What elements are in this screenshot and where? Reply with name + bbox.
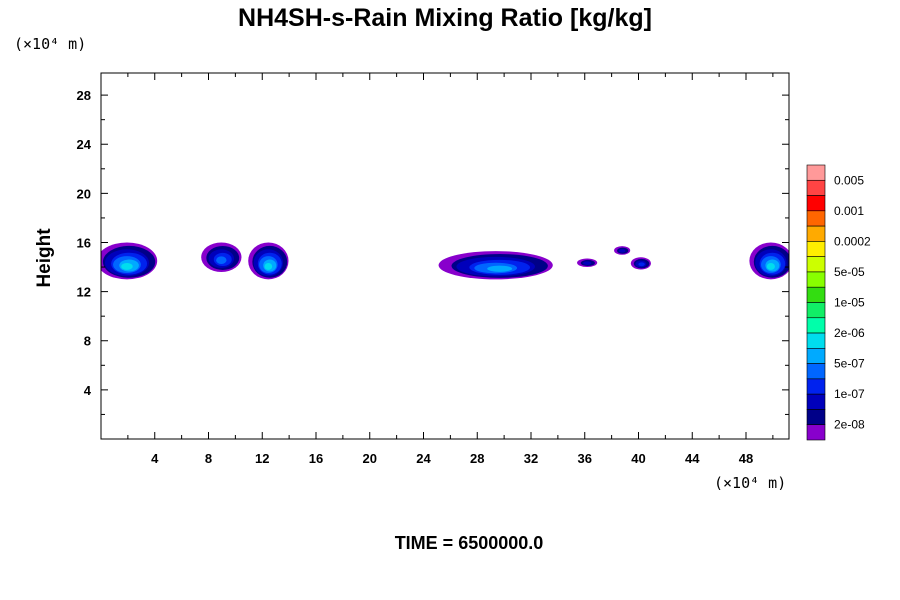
y-tick-label: 20 (77, 186, 91, 201)
cloud-feature-5 (577, 258, 598, 268)
x-tick-label: 36 (578, 451, 592, 466)
y-axis-unit: (×10⁴ m) (14, 35, 86, 53)
x-tick-label: 32 (524, 451, 538, 466)
cloud-feature-3 (248, 242, 289, 280)
cloud-feature-2 (201, 242, 242, 272)
colorbar-swatch (806, 256, 826, 273)
colorbar-swatch (806, 210, 826, 227)
colorbar-swatch (806, 363, 826, 380)
chart-title: NH4SH-s-Rain Mixing Ratio [kg/kg] (238, 4, 652, 32)
y-tick-label: 12 (77, 285, 91, 300)
x-tick-label: 48 (739, 451, 753, 466)
colorbar-label: 2e-06 (834, 326, 865, 340)
x-tick-label: 16 (309, 451, 323, 466)
cloud-level-2-4 (216, 256, 227, 264)
colorbar-label: 0.001 (834, 204, 864, 218)
plot-area (101, 242, 789, 280)
y-tick-label: 8 (84, 334, 91, 349)
cloud-level-6-3 (638, 262, 645, 267)
colorbar-swatch (806, 332, 826, 349)
colorbar-label: 2e-08 (834, 418, 865, 432)
colorbar: 0.005 0.001 0.0002 5e-05 1e-05 2e-06 5e-07 1e-0… (806, 164, 871, 441)
colorbar-label: 0.0002 (834, 234, 871, 248)
colorbar-swatch (806, 225, 826, 242)
x-tick-label: 28 (470, 451, 484, 466)
x-tick-label: 40 (631, 451, 645, 466)
colorbar-swatch (806, 302, 826, 319)
colorbar-swatch (806, 424, 826, 441)
x-tick-label: 4 (151, 451, 159, 466)
cloud-feature-1 (101, 242, 158, 280)
plot-frame (100, 72, 790, 440)
cloud-feature-8 (749, 242, 789, 280)
colorbar-label: 5e-05 (834, 265, 865, 279)
colorbar-label: 1e-07 (834, 387, 865, 401)
colorbar-label: 0.005 (834, 173, 864, 187)
cloud-level-8-6 (766, 262, 775, 270)
x-tick-label: 8 (205, 451, 212, 466)
cloud-level-1-6 (121, 262, 133, 270)
cloud-feature-4 (438, 251, 553, 280)
cloud-level-3-6 (264, 262, 273, 270)
colorbar-swatch (806, 179, 826, 196)
x-tick-label: 24 (416, 451, 431, 466)
colorbar-swatch (806, 241, 826, 257)
y-tick-label: 16 (77, 235, 91, 250)
colorbar-swatch (806, 409, 826, 426)
cloud-level-4-5 (487, 265, 513, 272)
colorbar-swatch (806, 164, 826, 181)
colorbar-swatch (806, 393, 826, 410)
colorbar-swatch (806, 378, 826, 395)
cloud-feature-7 (614, 246, 631, 255)
colorbar-swatch (806, 348, 826, 364)
colorbar-swatch (806, 195, 826, 212)
colorbar-label: 5e-07 (834, 357, 865, 371)
x-axis-unit: (×10⁴ m) (714, 474, 786, 492)
cloud-level-7-2 (618, 249, 626, 253)
y-tick-label: 28 (77, 88, 91, 103)
y-tick-label: 4 (84, 383, 92, 398)
time-label: TIME = 6500000.0 (395, 533, 544, 553)
colorbar-swatch (806, 271, 826, 288)
colorbar-label: 1e-05 (834, 296, 865, 310)
y-tick-label: 24 (77, 137, 92, 152)
x-tick-label: 44 (685, 451, 700, 466)
colorbar-swatch (806, 286, 826, 303)
x-tick-label: 20 (363, 451, 377, 466)
colorbar-swatch (806, 317, 826, 334)
x-tick-label: 12 (255, 451, 269, 466)
cloud-level-5-2 (582, 261, 592, 265)
y-axis-label: Height (34, 228, 55, 288)
cloud-feature-6 (630, 257, 651, 270)
